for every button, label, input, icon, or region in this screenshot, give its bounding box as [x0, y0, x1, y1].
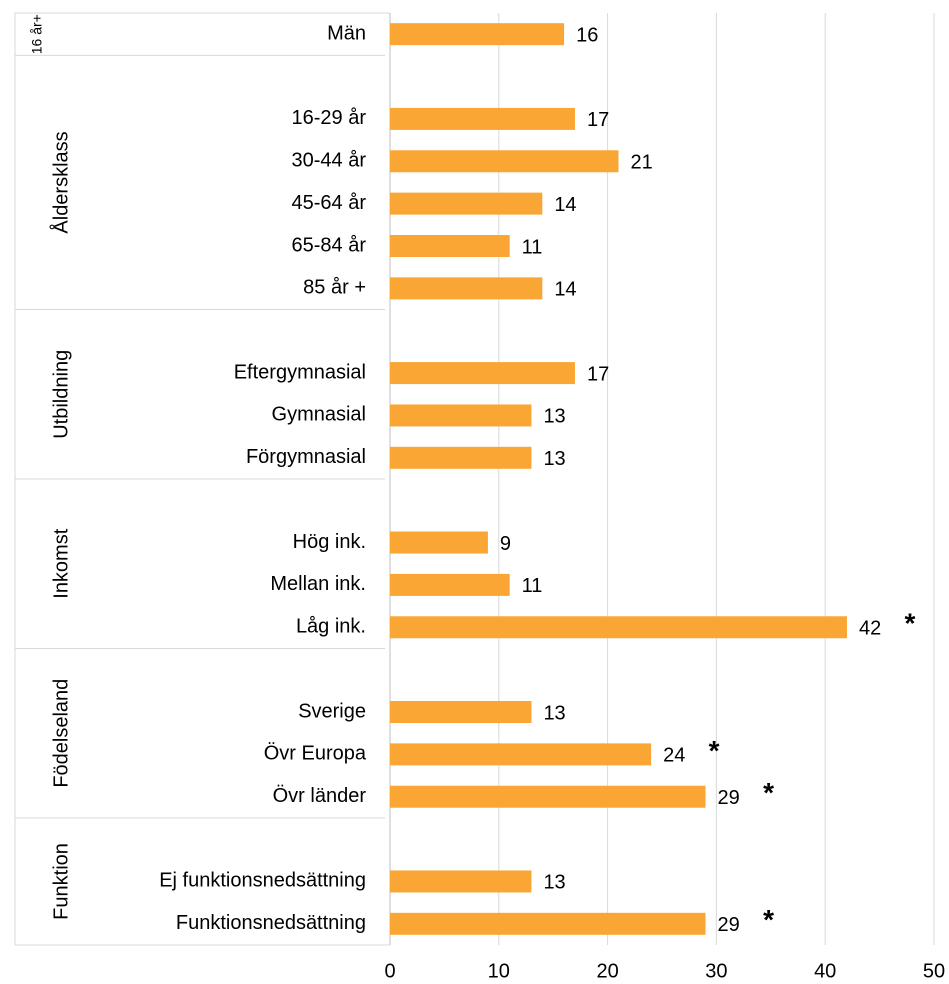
bar [390, 277, 543, 300]
marker: * [763, 777, 774, 808]
y-tick-label: 45-64 år [292, 192, 367, 214]
y-tick-label: 30-44 år [292, 150, 367, 172]
y-tick-label: Sverige [298, 700, 366, 722]
bar [390, 23, 565, 46]
bar [390, 785, 706, 808]
y-tick-label: Ej funktionsnedsättning [159, 870, 366, 892]
data-label: 13 [543, 406, 565, 428]
bar [390, 107, 575, 130]
y-tick-label: Hög ink. [293, 531, 366, 553]
x-tick-label: 30 [705, 960, 727, 982]
y-tick-label: Gymnasial [272, 404, 366, 426]
marker: * [709, 735, 720, 766]
bar [390, 531, 488, 554]
data-label: 42 [859, 618, 881, 640]
bar [390, 150, 619, 173]
bar [390, 404, 532, 427]
y-tick-label: 16-29 år [292, 107, 367, 129]
x-tick-label: 40 [814, 960, 836, 982]
bar [390, 362, 575, 385]
y-tick-label: 65-84 år [292, 234, 367, 256]
y-tick-label: Övr länder [273, 785, 367, 807]
bar [390, 616, 847, 639]
bar [390, 870, 532, 893]
y-tick-label: Låg ink. [296, 616, 366, 638]
bar [390, 573, 510, 596]
data-label: 24 [663, 745, 685, 767]
group-label: Funktion [50, 843, 72, 920]
marker: * [905, 608, 916, 639]
y-tick-label: Män [327, 22, 366, 44]
bar [390, 912, 706, 935]
group-label: Utbildning [50, 350, 72, 439]
data-label: 17 [587, 109, 609, 131]
marker: * [763, 904, 774, 935]
data-label: 9 [500, 533, 511, 555]
data-label: 11 [522, 575, 543, 597]
group-label: Åldersklass [49, 131, 72, 233]
data-label: 13 [543, 448, 565, 470]
x-tick-label: 10 [488, 960, 510, 982]
group-label: 16 år+ [29, 14, 45, 54]
data-label: 29 [718, 787, 740, 809]
data-label: 13 [543, 702, 565, 724]
y-tick-label: Övr Europa [264, 743, 367, 765]
group-label: Inkomst [50, 528, 72, 598]
y-tick-label: Eftergymnasial [234, 361, 366, 383]
group-label: Födelseland [50, 679, 72, 788]
bar [390, 701, 532, 723]
x-tick-label: 50 [923, 960, 945, 982]
data-label: 14 [554, 279, 576, 301]
data-label: 21 [630, 152, 652, 174]
data-label: 14 [554, 194, 576, 216]
y-tick-label: 85 år + [303, 277, 366, 299]
x-tick-label: 0 [384, 960, 395, 982]
y-tick-label: Förgymnasial [246, 446, 366, 468]
data-label: 29 [718, 914, 740, 936]
data-label: 11 [522, 236, 543, 258]
y-tick-label: Mellan ink. [270, 573, 366, 595]
data-label: 17 [587, 363, 609, 385]
bar [390, 446, 532, 469]
data-label: 13 [543, 872, 565, 894]
bar [390, 192, 543, 215]
x-tick-label: 20 [596, 960, 618, 982]
bar [390, 743, 652, 766]
bar [390, 235, 510, 257]
data-label: 16 [576, 24, 598, 46]
y-tick-label: Funktionsnedsättning [176, 912, 366, 934]
